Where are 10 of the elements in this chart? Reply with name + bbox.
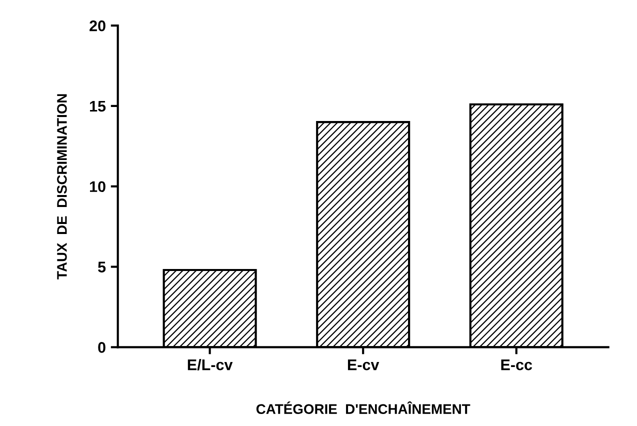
x-tick-label: E-cc — [501, 360, 532, 370]
y-tick-label: 20 — [90, 20, 106, 32]
x-axis-title: CATÉGORIE D'ENCHAÎNEMENT — [256, 401, 470, 414]
x-tick-label: E/L-cv — [188, 358, 233, 370]
x-tick-label: E-cv — [348, 360, 380, 370]
y-axis-title: TAUX DE DISCRIMINATION — [57, 94, 67, 280]
y-tick-label: 0 — [98, 342, 106, 353]
y-tick-label: 10 — [90, 181, 106, 192]
y-tick-label: 15 — [90, 100, 106, 112]
y-tick-label: 5 — [98, 262, 106, 272]
